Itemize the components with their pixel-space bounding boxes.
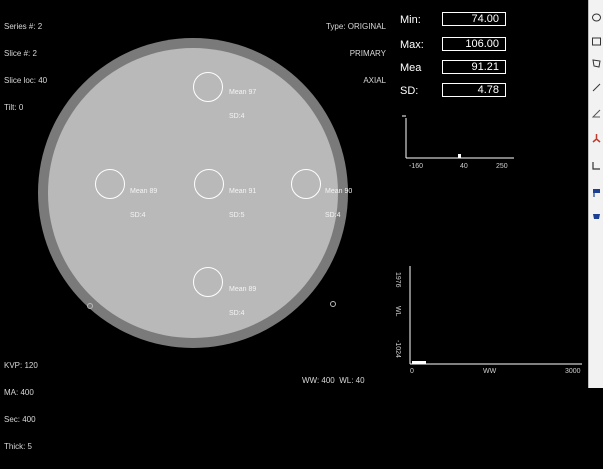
histogram-peak [458,154,461,158]
min-label: Min: [400,14,421,26]
wl-x-right: 3000 [565,368,581,375]
marker-dot-left [87,303,93,309]
slice-number: Slice #: 2 [4,49,37,58]
roi-left-sd: SD:4 [130,212,146,219]
roi-label-bottom: Mean 89 SD:4 [229,270,256,334]
window-settings: WW: 400 WL: 40 [302,376,365,385]
roi-right-mean: Mean 90 [325,188,353,195]
window-level-graph[interactable] [396,258,586,373]
roi-circle-top[interactable] [193,72,223,102]
min-value: 74.00 [442,12,506,26]
image-viewer[interactable]: Series #: 2 Slice #: 2 Slice loc: 40 Til… [0,0,588,451]
flag-icon[interactable] [591,187,602,198]
roi-circle-right[interactable] [291,169,321,199]
histogram [402,115,514,159]
sec: Sec: 400 [4,415,36,424]
wl-x-label: WW [483,368,497,375]
roi-top-sd: SD:4 [229,113,245,120]
tilt: Tilt: 0 [4,103,24,112]
sd-label: SD: [400,85,419,97]
thickness: Thick: 5 [4,442,33,451]
marker-dot-right [330,301,336,307]
image-type: Type: ORIGINAL [325,22,386,31]
ma: MA: 400 [4,388,34,397]
roi-top-mean: Mean 97 [229,89,257,96]
rectangle-roi-icon[interactable] [591,36,602,47]
roi-circle-center[interactable] [194,169,224,199]
phantom-image[interactable] [48,48,338,338]
wl-x-left: 0 [410,368,414,375]
kvp: KVP: 120 [4,361,38,370]
roi-center-mean: Mean 91 [229,188,257,195]
acquisition-info: KVP: 120 MA: 400 Sec: 400 Thick: 5 [4,343,38,469]
marker-icon[interactable] [591,133,602,144]
roi-toolbar [588,0,603,388]
angle-icon[interactable] [591,108,602,119]
wl-y-bottom: -1024 [394,340,401,358]
wl-y-label: WL [394,306,401,317]
histogram-tick-left: -160 [409,163,424,170]
roi-bottom-mean: Mean 89 [229,286,257,293]
histogram-tick-right: 250 [496,163,508,170]
wl-window-marker [412,361,426,364]
max-label: Max: [400,39,424,51]
histogram-tick-mid: 40 [460,163,468,170]
roi-label-center: Mean 91 SD:5 [229,172,256,236]
image-type-primary: PRIMARY [349,49,386,58]
roi-circle-bottom[interactable] [193,267,223,297]
roi-label-top: Mean 97 SD:4 [229,73,256,137]
image-type-axial: AXIAL [363,76,386,85]
roi-left-mean: Mean 89 [130,188,158,195]
slice-location: Slice loc: 40 [4,76,48,85]
wl-y-top: 1976 [394,272,401,288]
roi-label-left: Mean 89 SD:4 [130,172,157,236]
roi-bottom-sd: SD:4 [229,310,245,317]
roi-center-sd: SD:5 [229,212,245,219]
roi-circle-left[interactable] [95,169,125,199]
series-info: Series #: 2 Slice #: 2 Slice loc: 40 Til… [4,4,47,130]
mean-value: 91.21 [442,60,506,74]
max-value: 106.00 [442,37,506,51]
bucket-icon[interactable] [591,210,602,221]
polygon-roi-icon[interactable] [591,58,602,69]
image-type-info: Type: ORIGINAL PRIMARY AXIAL [300,4,386,103]
roi-label-right: Mean 90 SD:4 [325,172,352,236]
series-number: Series #: 2 [4,22,43,31]
roi-right-sd: SD:4 [325,212,341,219]
mean-label: Mea [400,62,422,74]
ellipse-roi-icon[interactable] [591,12,602,23]
corner-icon[interactable] [591,160,602,171]
line-icon[interactable] [591,82,602,93]
sd-value: 4.78 [442,83,506,97]
